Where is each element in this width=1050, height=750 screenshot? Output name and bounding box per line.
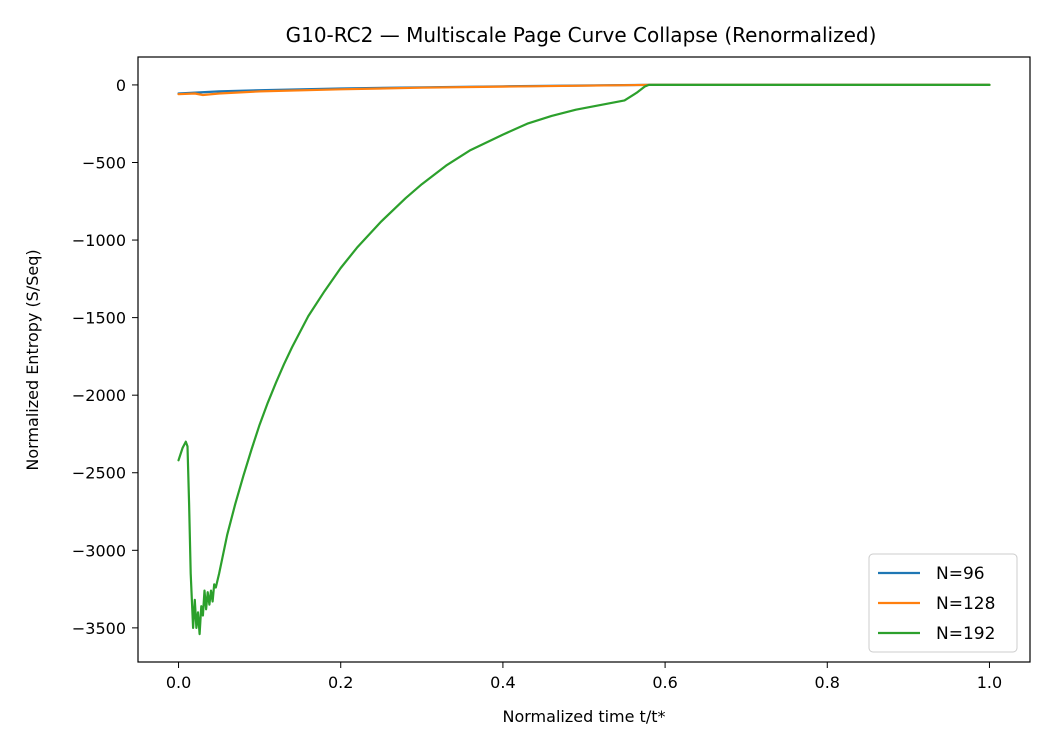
plot-frame xyxy=(137,56,1031,663)
legend: N=96 N=128 N=192 xyxy=(868,553,1018,653)
y-axis: 0 −500 −1000 −1500 −2000 −2500 −3000 −3500 xyxy=(72,76,138,638)
y-tick-label: −1000 xyxy=(72,231,126,250)
chart-title: G10-RC2 — Multiscale Page Curve Collapse… xyxy=(286,23,877,47)
y-tick-label: −1500 xyxy=(72,309,126,328)
x-tick-label: 0.4 xyxy=(490,673,515,692)
x-tick-label: 0.6 xyxy=(652,673,677,692)
y-tick-label: −2000 xyxy=(72,386,126,405)
legend-box xyxy=(868,553,1018,653)
legend-label-1: N=128 xyxy=(936,594,995,614)
y-axis-label: Normalized Entropy (S/Seq) xyxy=(23,249,42,470)
y-tick-label: −3500 xyxy=(72,619,126,638)
y-tick-label: −2500 xyxy=(72,464,126,483)
y-tick-label: 0 xyxy=(116,76,126,95)
x-tick-label: 1.0 xyxy=(977,673,1002,692)
x-tick-label: 0.8 xyxy=(815,673,840,692)
x-tick-label: 0.0 xyxy=(166,673,191,692)
x-tick-label: 0.2 xyxy=(328,673,353,692)
plot-area xyxy=(177,83,991,636)
y-tick-label: −500 xyxy=(82,153,126,172)
series-line-2 xyxy=(177,83,991,636)
y-tick-label: −3000 xyxy=(72,541,126,560)
x-axis-label: Normalized time t/t* xyxy=(503,707,666,726)
x-axis: 0.0 0.2 0.4 0.6 0.8 1.0 xyxy=(166,662,1002,692)
legend-label-2: N=192 xyxy=(936,624,995,644)
series-line-1 xyxy=(177,83,991,97)
legend-label-0: N=96 xyxy=(936,564,985,584)
